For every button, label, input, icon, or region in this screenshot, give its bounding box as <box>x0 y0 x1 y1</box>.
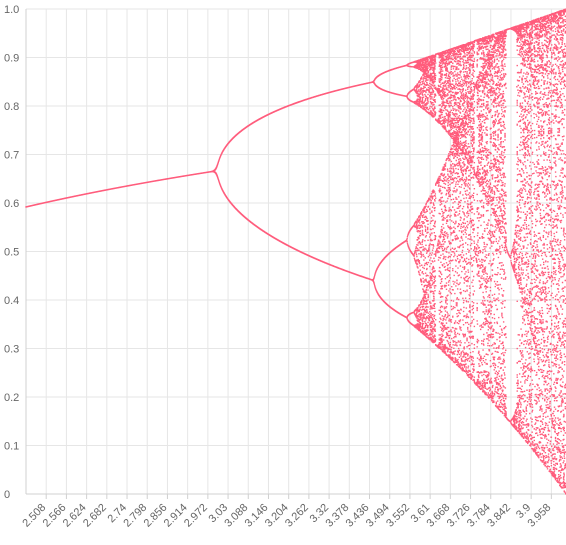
y-tick-label: 0.1 <box>4 441 19 453</box>
x-tick-label: 2.972 <box>182 502 210 530</box>
y-tick-label: 0.4 <box>4 295 19 307</box>
y-tick-label: 0 <box>4 489 10 501</box>
y-tick-label: 1.0 <box>4 4 19 16</box>
y-tick-label: 0.7 <box>4 150 19 162</box>
y-tick-label: 0.3 <box>4 344 19 356</box>
y-tick-label: 0.8 <box>4 101 19 113</box>
y-tick-label: 0.6 <box>4 198 19 210</box>
x-tick-label: 3.958 <box>526 502 554 530</box>
x-tick-label: 3.842 <box>485 502 513 530</box>
x-tick-label: 3.262 <box>283 502 311 530</box>
y-tick-label: 0.9 <box>4 53 19 65</box>
x-tick-label: 2.682 <box>81 502 109 530</box>
axes <box>25 9 566 499</box>
x-tick-label: 3.552 <box>384 502 412 530</box>
y-tick-label: 0.5 <box>4 247 19 259</box>
grid <box>26 8 566 495</box>
y-tick-label: 0.2 <box>4 392 19 404</box>
